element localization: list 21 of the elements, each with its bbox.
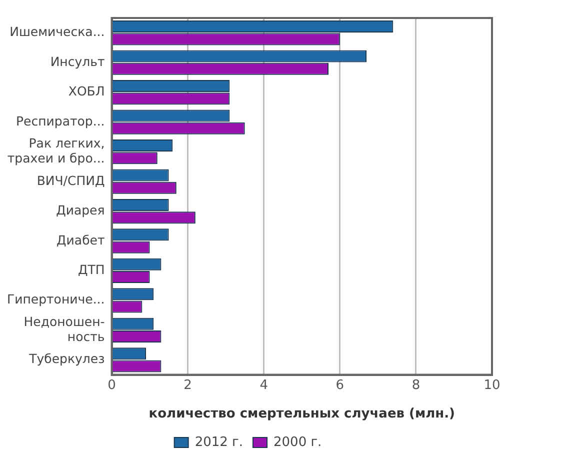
y-tick-label: Гипертониче...: [6, 292, 105, 307]
y-tick-label: Диарея: [56, 202, 105, 218]
y-tick-label: Ишемическа...: [10, 24, 105, 40]
y-tick-label: Диабет: [56, 232, 105, 248]
x-tick-label: 0: [108, 378, 116, 393]
y-tick-label: ВИЧ/СПИД: [36, 172, 105, 188]
legend-label: 2000 г.: [274, 434, 322, 450]
x-tick-label: 2: [184, 378, 192, 393]
y-tick-label: ХОБЛ: [68, 84, 105, 99]
x-tick-label: 10: [484, 378, 500, 393]
x-tick-label: 6: [336, 378, 344, 393]
legend-label: 2012 г.: [194, 434, 244, 450]
y-tick-label: Недоношен- ность: [24, 314, 105, 344]
x-tick-label: 8: [412, 378, 420, 393]
y-tick-label: ДТП: [78, 262, 105, 277]
y-tick-label: Туберкулез: [28, 351, 105, 366]
y-tick-label: Инсульт: [50, 54, 105, 69]
x-tick-label: 4: [260, 378, 268, 393]
y-tick-label: Респиратор...: [16, 113, 105, 128]
x-axis-title: количество смертельных случаев (млн.): [148, 406, 455, 422]
y-tick-label: Рак легких, трахеи и бро...: [7, 136, 105, 166]
